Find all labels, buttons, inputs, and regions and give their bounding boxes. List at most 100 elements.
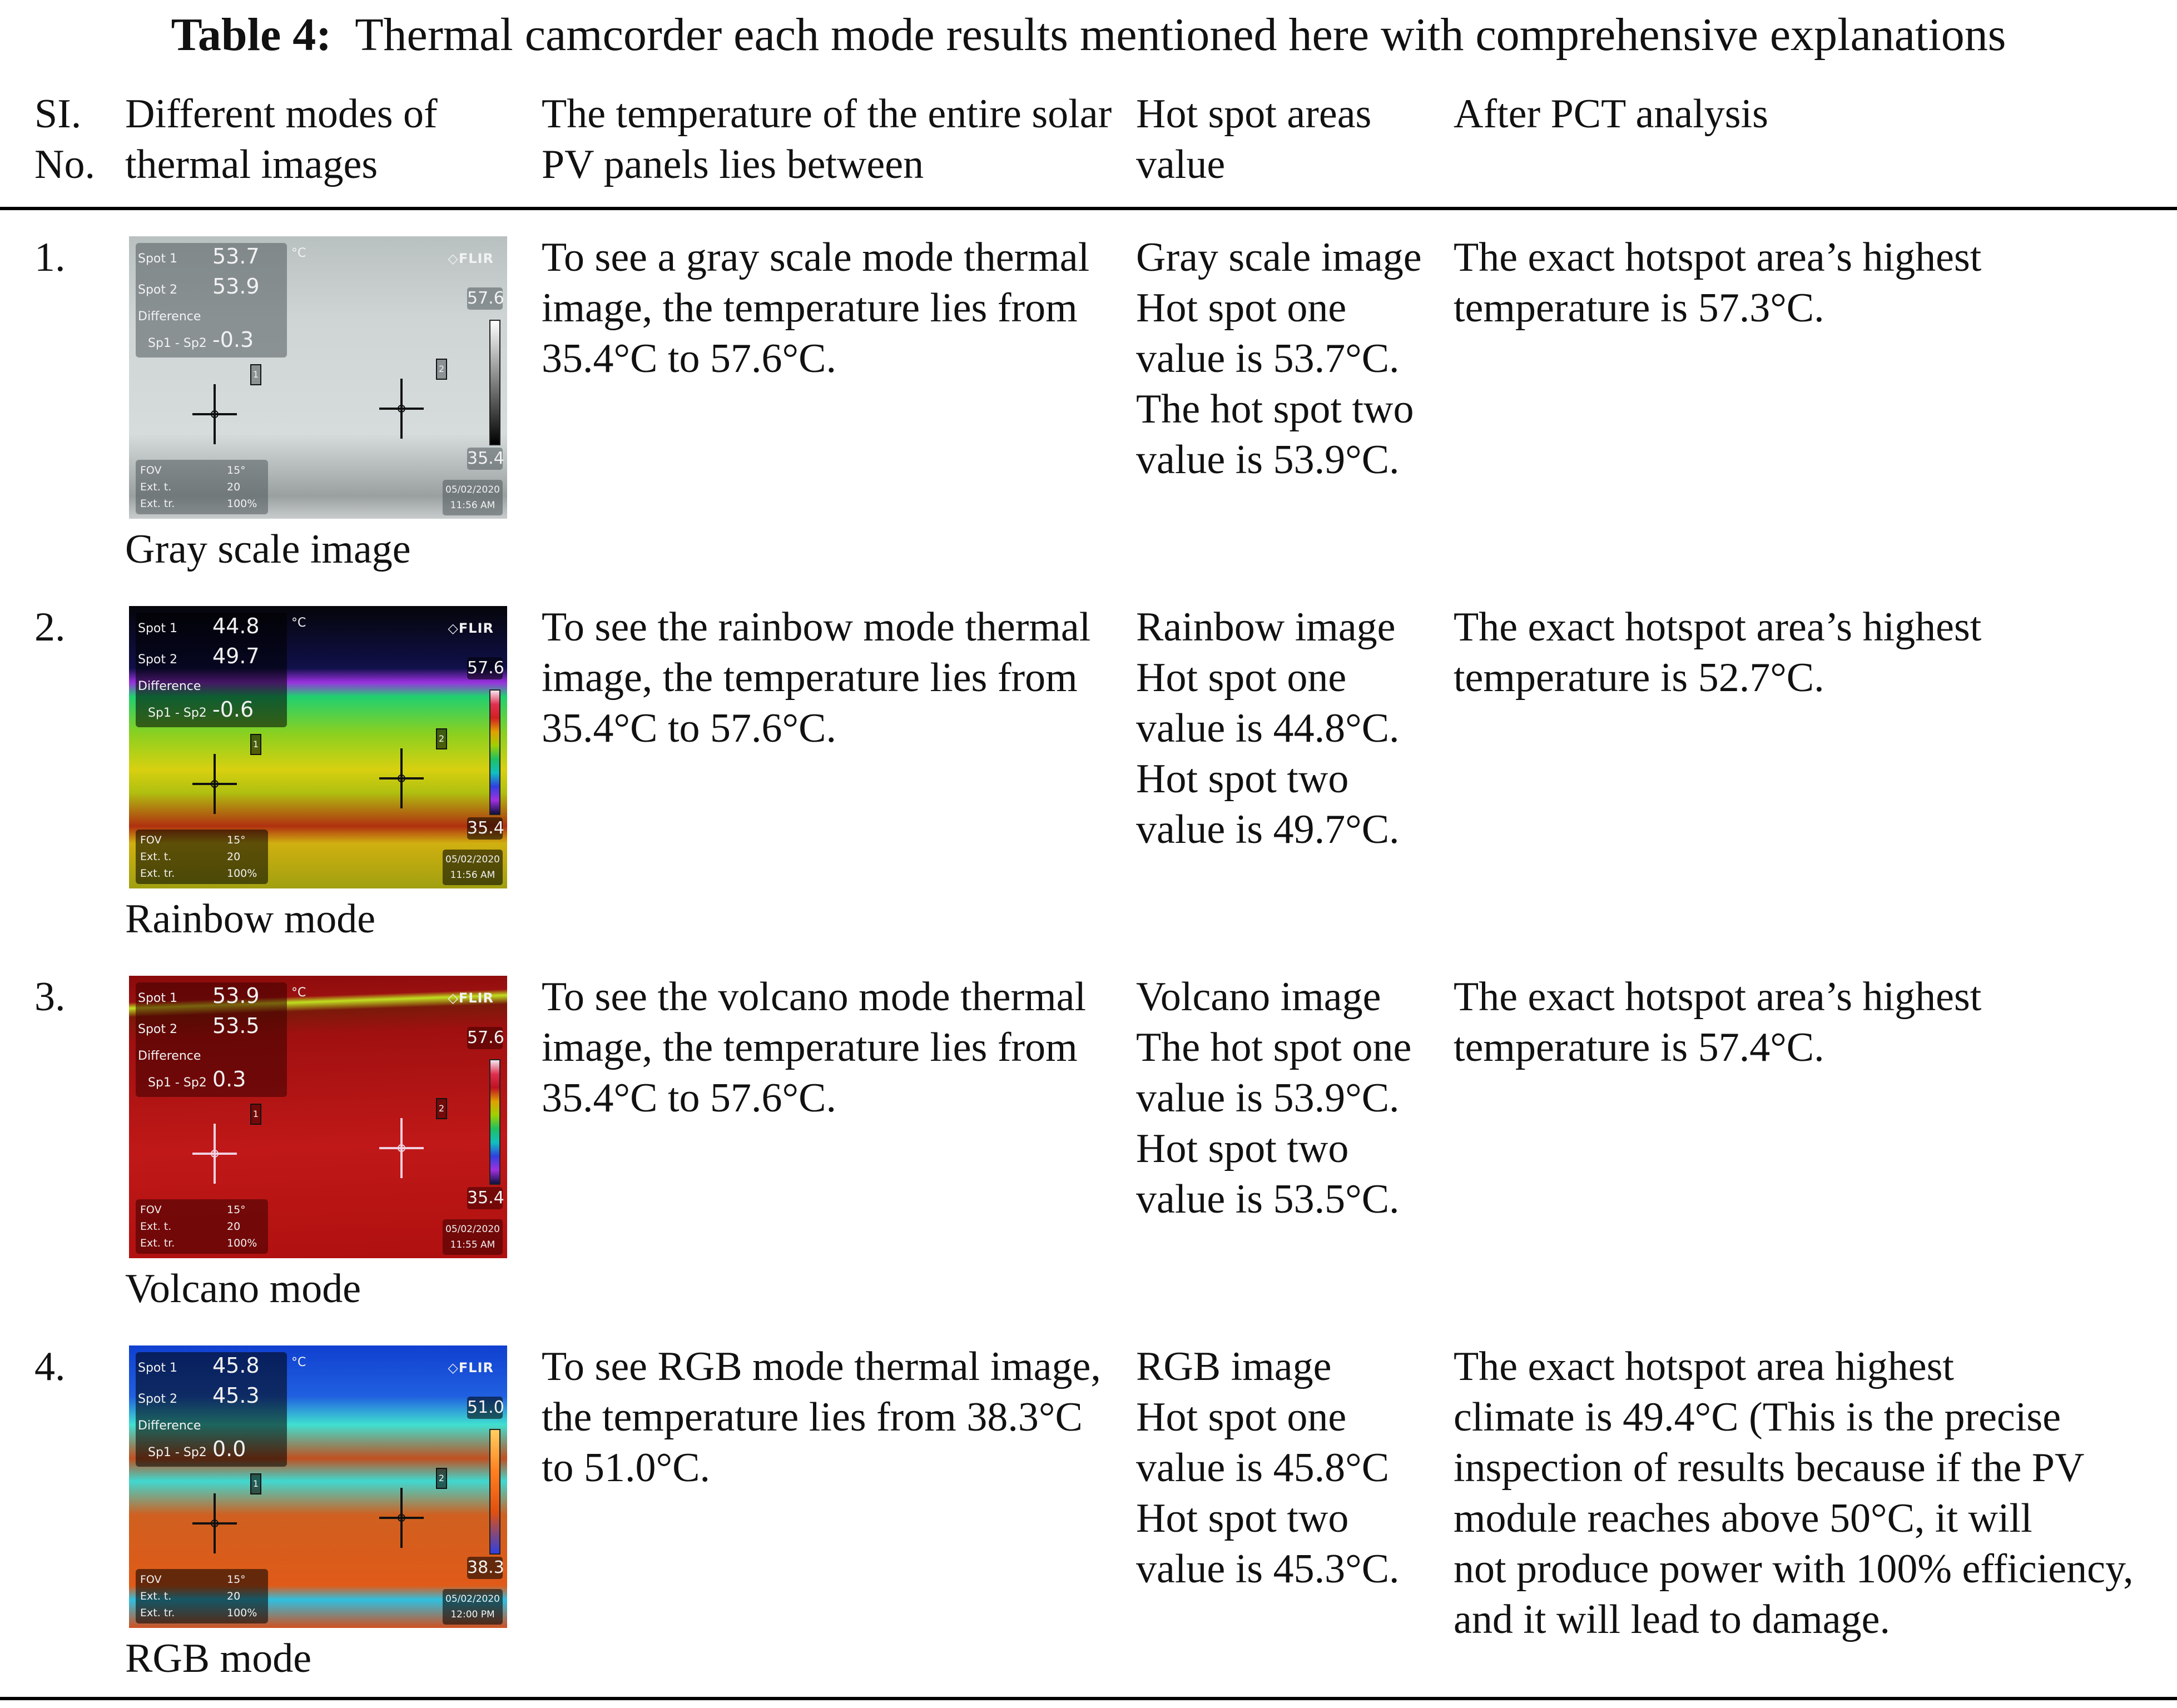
time: 12:00 PM [450, 1609, 495, 1620]
spot2-marker: 2 [436, 1468, 447, 1489]
ext-tr-label: Ext. tr. [140, 1237, 175, 1249]
difference-label: Difference [138, 679, 201, 693]
temperature-range-text: To see RGB mode thermal image, the tempe… [542, 1344, 1101, 1491]
color-scale-bar [489, 689, 500, 815]
spot1-marker: 1 [250, 1473, 261, 1494]
header-sl-no: SI. No. [34, 91, 95, 187]
flir-logo: ◇FLIR [448, 990, 494, 1006]
header-temperature-range: The temperature of the entire solar PV p… [542, 91, 1112, 187]
ext-t-value: 20 [227, 1590, 241, 1602]
pct-analysis-text: The exact hotspot area’s highest tempera… [1454, 235, 1982, 331]
ext-tr-value: 100% [227, 867, 257, 880]
scale-min: 35.4 [467, 817, 504, 840]
sp1-sp2-label: Sp1 - Sp2 [148, 1076, 207, 1090]
spot2-label: Spot 2 [138, 1022, 178, 1036]
mode-caption: RGB mode [125, 1636, 312, 1681]
timestamp-box: 05/02/2020 11:56 AM [443, 480, 503, 515]
flir-diamond-icon: ◇ [448, 620, 459, 636]
info-panel [136, 1199, 268, 1254]
ext-t-label: Ext. t. [140, 481, 172, 493]
fov-value: 15° [227, 1204, 246, 1216]
flir-logo: ◇FLIR [448, 620, 494, 636]
mode-caption: Rainbow mode [125, 896, 376, 942]
ext-tr-value: 100% [227, 1607, 257, 1619]
table-caption-text: Thermal camcorder each mode results ment… [355, 9, 2006, 61]
spot2-value: 45.3 [212, 1383, 260, 1408]
spot1-crosshair-icon [192, 1493, 237, 1553]
flir-logo: ◇FLIR [448, 1360, 494, 1376]
header-rule [0, 207, 2177, 210]
unit-label: °C [291, 616, 306, 630]
header-modes: Different modes of thermal images [125, 91, 438, 187]
fov-label: FOV [140, 834, 162, 846]
spot1-label: Spot 1 [138, 622, 178, 635]
spot-readout-panel [136, 613, 287, 727]
difference-value: 0.0 [212, 1437, 246, 1461]
mode-caption: Gray scale image [125, 527, 411, 572]
spot1-marker: 1 [250, 364, 261, 385]
hot-spot-values-text: RGB image Hot spot one value is 45.8°C H… [1136, 1344, 1400, 1592]
temperature-range-text: To see the rainbow mode thermal image, t… [542, 604, 1091, 751]
ext-t-value: 20 [227, 481, 241, 493]
pct-analysis-text: The exact hotspot area’s highest tempera… [1454, 604, 1982, 701]
spot1-value: 53.9 [212, 984, 260, 1008]
fov-value: 15° [227, 1573, 246, 1586]
spot1-label: Spot 1 [138, 991, 178, 1005]
fov-label: FOV [140, 1573, 162, 1586]
timestamp-box: 05/02/2020 11:55 AM [443, 1219, 503, 1255]
thermal-image: Spot 1 53.9 °C Spot 2 53.5 Difference Sp… [129, 976, 507, 1258]
color-scale-bar [489, 320, 500, 445]
ext-t-label: Ext. t. [140, 1590, 172, 1602]
row-number: 1. [34, 235, 66, 280]
difference-value: 0.3 [212, 1067, 246, 1091]
date: 05/02/2020 [445, 484, 500, 495]
spot2-value: 53.5 [212, 1014, 260, 1038]
fov-label: FOV [140, 1204, 162, 1216]
difference-label: Difference [138, 1419, 201, 1433]
scale-min: 38.3 [467, 1557, 504, 1579]
spot1-label: Spot 1 [138, 252, 178, 266]
scale-max: 51.0 [467, 1397, 504, 1419]
time: 11:56 AM [450, 500, 495, 511]
spot2-value: 53.9 [212, 274, 260, 299]
spot1-crosshair-icon [192, 754, 237, 814]
header-pct-analysis: After PCT analysis [1454, 91, 1768, 137]
spot1-value: 44.8 [212, 614, 260, 638]
flir-logo: ◇FLIR [448, 251, 494, 266]
spot2-crosshair-icon [379, 379, 424, 439]
scale-max: 57.6 [467, 1027, 504, 1049]
fov-label: FOV [140, 464, 162, 476]
sp1-sp2-label: Sp1 - Sp2 [148, 1446, 207, 1459]
color-scale-bar [489, 1059, 500, 1185]
thermal-image: Spot 1 44.8 °C Spot 2 49.7 Difference Sp… [129, 606, 507, 888]
spot2-marker: 2 [436, 1098, 447, 1119]
flir-diamond-icon: ◇ [448, 1360, 459, 1376]
timestamp-box: 05/02/2020 11:56 AM [443, 850, 503, 885]
date: 05/02/2020 [445, 1224, 500, 1235]
spot-readout-panel [136, 243, 287, 358]
spot1-label: Spot 1 [138, 1361, 178, 1375]
table-title: Table 4: Thermal camcorder each mode res… [0, 4, 2177, 66]
spot1-crosshair-icon [192, 384, 237, 444]
spot1-value: 45.8 [212, 1353, 260, 1378]
row-number: 4. [34, 1344, 66, 1389]
thermal-image: Spot 1 45.8 °C Spot 2 45.3 Difference Sp… [129, 1345, 507, 1628]
ext-tr-value: 100% [227, 498, 257, 510]
scale-min: 35.4 [467, 448, 504, 470]
spot2-crosshair-icon [379, 748, 424, 808]
time: 11:56 AM [450, 870, 495, 881]
mode-caption: Volcano mode [125, 1266, 361, 1312]
pct-analysis-text: The exact hotspot area highest climate i… [1454, 1344, 2134, 1642]
date: 05/02/2020 [445, 1593, 500, 1605]
fov-value: 15° [227, 464, 246, 476]
flir-diamond-icon: ◇ [448, 251, 459, 266]
info-panel [136, 1569, 268, 1623]
ext-tr-label: Ext. tr. [140, 867, 175, 880]
header-hot-spot-values: Hot spot areas value [1136, 91, 1372, 187]
row-number: 3. [34, 974, 66, 1020]
spot2-marker: 2 [436, 359, 447, 380]
scale-max: 57.6 [467, 287, 504, 310]
info-panel [136, 830, 268, 884]
scale-max: 57.6 [467, 657, 504, 679]
row-number: 2. [34, 604, 66, 650]
